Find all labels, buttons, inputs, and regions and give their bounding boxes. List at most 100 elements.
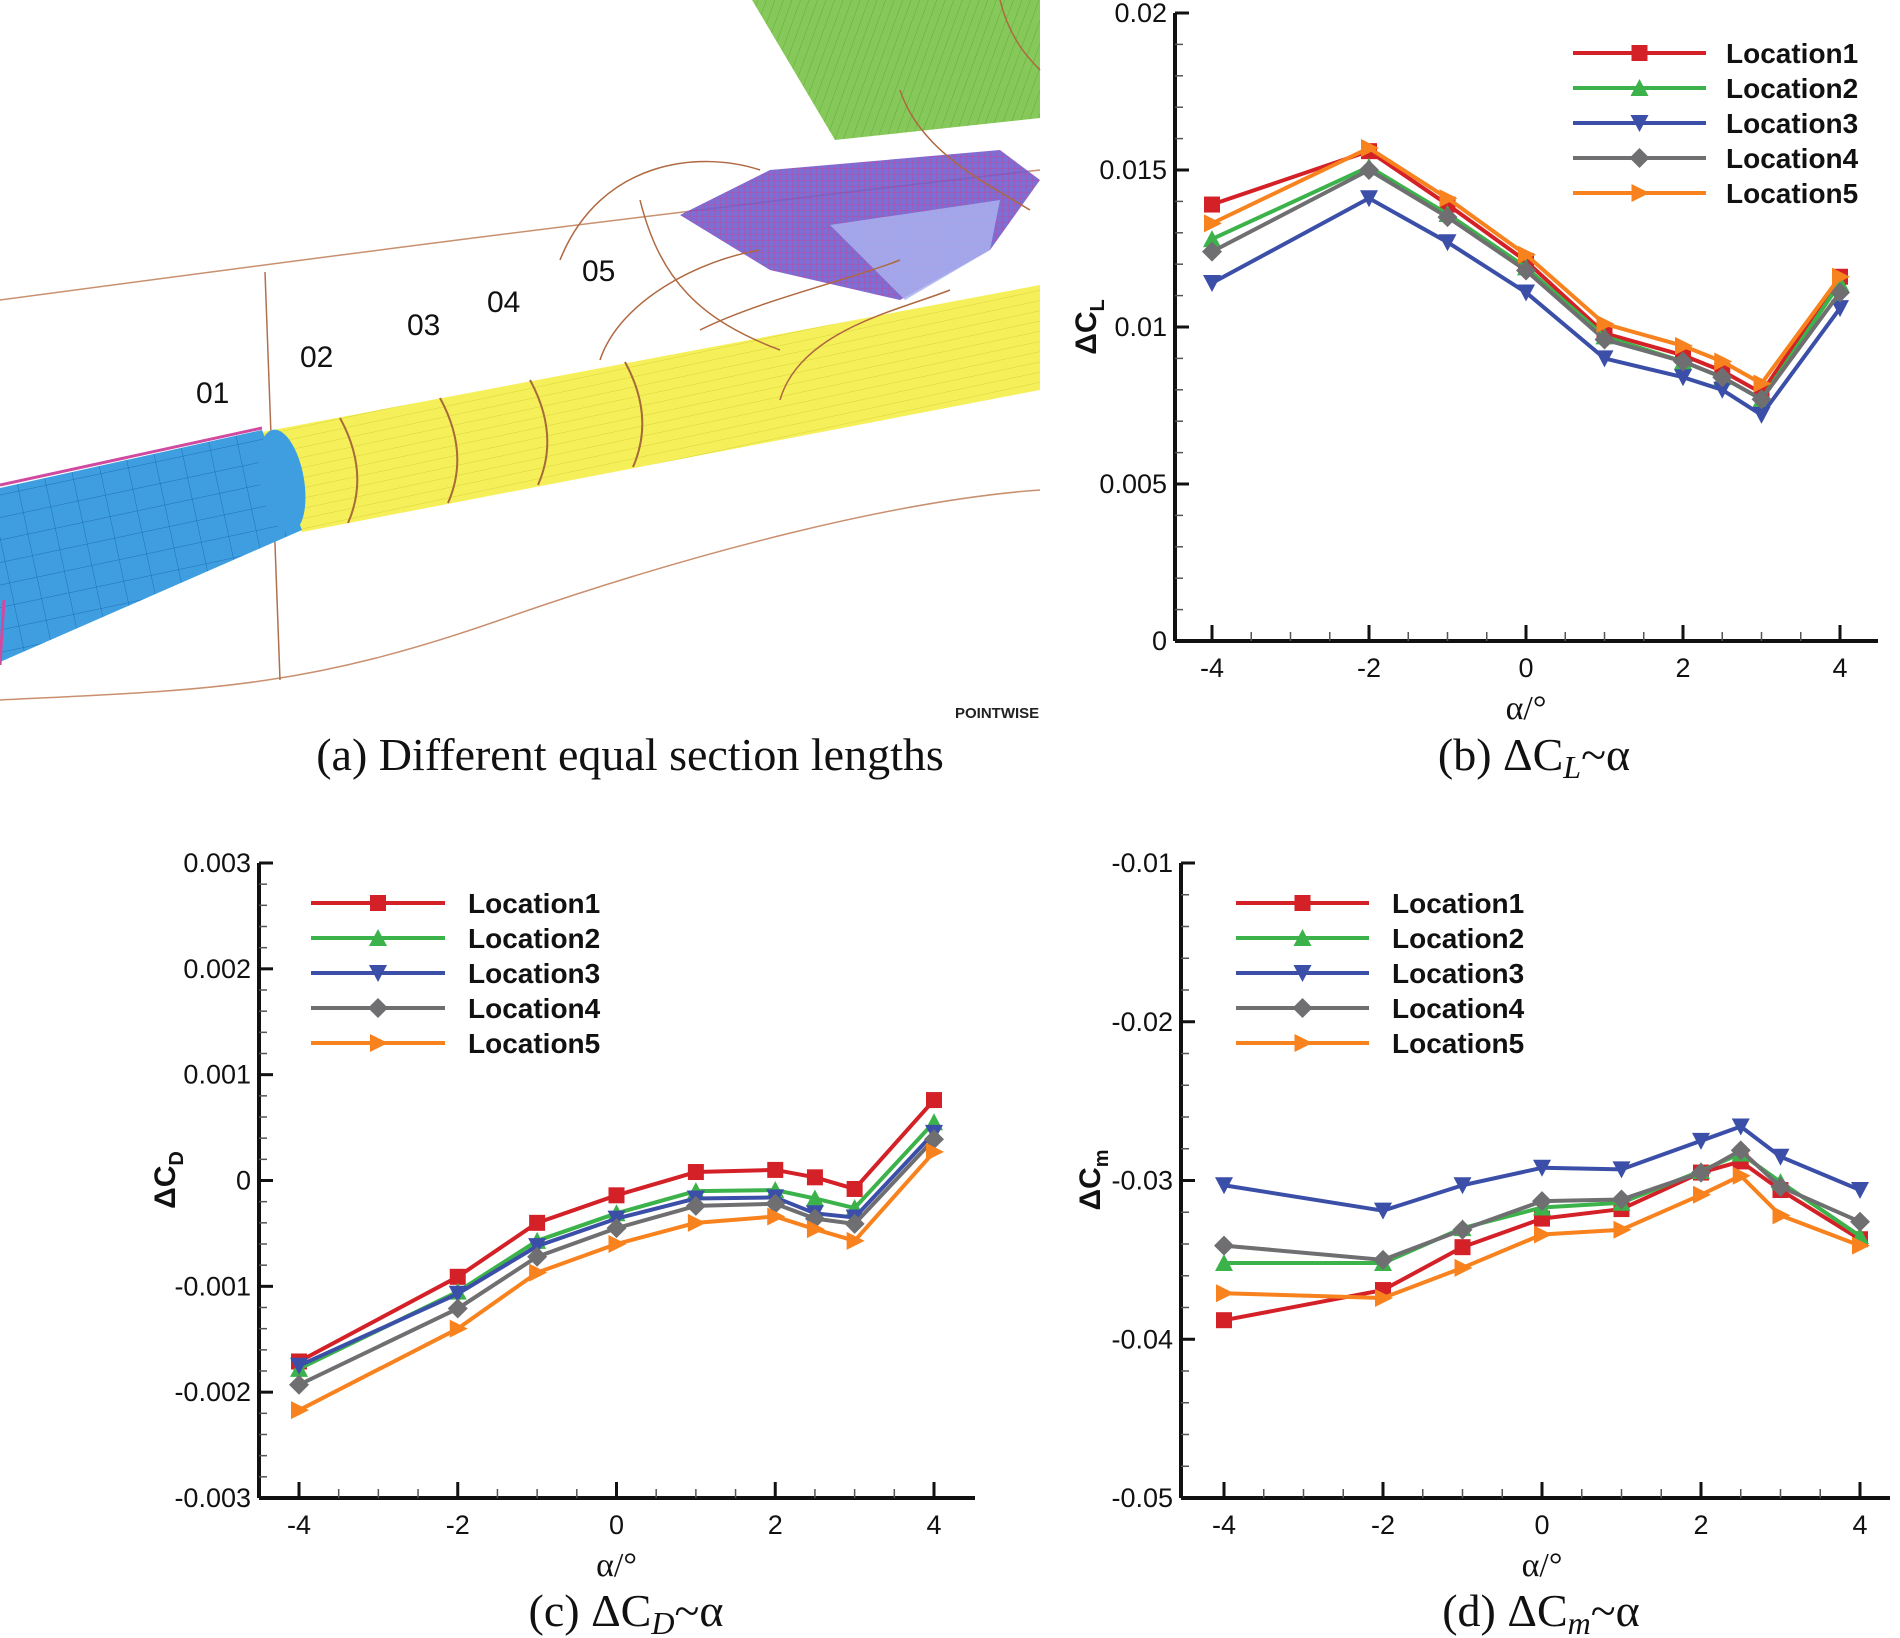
wire-frame xyxy=(559,0,1041,401)
data-point xyxy=(1518,245,1536,264)
data-point xyxy=(767,1161,784,1178)
legend-marker xyxy=(369,929,387,946)
data-point xyxy=(1851,1182,1869,1200)
series-location1 xyxy=(291,1092,942,1370)
legend-label: Location1 xyxy=(1726,38,1858,69)
data-point xyxy=(448,1285,467,1303)
data-point xyxy=(1374,1202,1392,1220)
data-point xyxy=(1771,1148,1790,1166)
data-point xyxy=(1752,406,1771,424)
light-mesh-surface xyxy=(830,200,1000,300)
x-tick-label: -4 xyxy=(287,1510,311,1540)
data-point xyxy=(1691,1162,1711,1183)
legend-marker xyxy=(1631,184,1650,202)
series-location4 xyxy=(289,1129,944,1395)
data-point xyxy=(1359,160,1379,180)
data-point xyxy=(846,1180,863,1197)
data-point xyxy=(1595,350,1614,368)
legend-label: Location3 xyxy=(468,958,600,989)
legend-label: Location2 xyxy=(1726,73,1858,104)
y-tick-label: -0.002 xyxy=(174,1377,251,1407)
caption-text: (c) ΔC xyxy=(529,1585,652,1636)
data-point xyxy=(1454,1239,1471,1256)
y-axis-label-subscript: D xyxy=(166,1151,188,1165)
data-point xyxy=(449,1268,466,1285)
y-tick-label: -0.05 xyxy=(1111,1483,1173,1513)
data-point xyxy=(1452,1219,1473,1240)
data-point xyxy=(289,1374,309,1395)
legend-label: Location1 xyxy=(1392,888,1524,919)
caption-text: (d) ΔC xyxy=(1442,1585,1567,1636)
legend-marker xyxy=(1630,115,1649,132)
data-point xyxy=(1203,230,1221,248)
data-point xyxy=(1753,374,1772,393)
legend-label: Location5 xyxy=(1392,1028,1524,1059)
data-point xyxy=(806,1220,825,1239)
data-point xyxy=(449,1319,468,1338)
y-tick-label: -0.01 xyxy=(1111,848,1173,878)
data-point xyxy=(1594,329,1615,350)
chart-d: -0.05 -0.04 -0.03 -0.02 -0.01 -4 -2 0 2 4 α/° ΔCm Lo… xyxy=(1074,848,1890,1638)
y-tick-label: 0.02 xyxy=(1114,0,1167,28)
data-point xyxy=(529,1214,546,1231)
data-point xyxy=(1361,139,1379,158)
data-point xyxy=(1215,1254,1233,1272)
legend-marker xyxy=(1293,965,1312,982)
data-point xyxy=(528,1238,547,1256)
x-tick-label: -4 xyxy=(1212,1510,1236,1540)
data-point xyxy=(291,1401,309,1420)
caption-tail: ~α xyxy=(1581,729,1630,780)
legend-marker xyxy=(368,998,388,1018)
x-axis-label: α/° xyxy=(1522,1547,1563,1584)
legend-marker xyxy=(370,1034,388,1052)
caption-subscript: D xyxy=(650,1605,674,1638)
x-tick-label: 2 xyxy=(768,1510,783,1540)
caption-text: (b) ΔC xyxy=(1438,729,1563,780)
y-tick-label: 0.01 xyxy=(1114,312,1167,342)
data-point xyxy=(1439,189,1458,208)
data-point xyxy=(1612,1161,1631,1179)
data-point xyxy=(1516,260,1536,281)
data-point xyxy=(1204,214,1222,233)
data-point xyxy=(765,1193,786,1214)
section-ring xyxy=(339,361,644,524)
section-label-02: 02 xyxy=(300,341,333,374)
data-point xyxy=(1772,1206,1791,1225)
data-point xyxy=(608,1235,627,1253)
data-point xyxy=(1730,1140,1751,1161)
data-point xyxy=(1216,1312,1232,1329)
caption-c: (c) ΔCD~α xyxy=(529,1585,724,1638)
data-point xyxy=(1596,314,1615,333)
caption-a: (a) Different equal section lengths xyxy=(316,729,944,780)
legend-label: Location4 xyxy=(1392,993,1525,1024)
data-point xyxy=(767,1207,786,1226)
mesh-illustration: 01 02 03 04 05 POINTWISE xyxy=(0,0,1041,722)
caption-subscript: L xyxy=(1562,749,1581,785)
data-point xyxy=(447,1298,468,1319)
data-point xyxy=(1712,367,1733,388)
data-point xyxy=(1732,1166,1751,1185)
data-point xyxy=(924,1129,944,1150)
data-point xyxy=(1674,369,1692,387)
legend-label: Location1 xyxy=(468,888,600,919)
data-point xyxy=(806,1169,823,1186)
legend-marker xyxy=(1292,998,1313,1018)
caption-b: (b) ΔCL~α xyxy=(1438,729,1630,785)
x-tick-label: 4 xyxy=(926,1510,941,1540)
x-tick-label: 2 xyxy=(1693,1510,1708,1540)
series-location5 xyxy=(1216,1166,1870,1307)
data-point xyxy=(1438,234,1457,252)
data-point xyxy=(1534,1225,1552,1244)
data-point xyxy=(1731,1118,1750,1136)
data-point xyxy=(1714,352,1733,371)
series-line xyxy=(298,1131,936,1368)
data-point xyxy=(1850,1211,1870,1232)
y-tick-label: 0.003 xyxy=(183,848,251,878)
data-point xyxy=(687,1164,704,1181)
data-point xyxy=(846,1231,865,1250)
legend-marker xyxy=(1294,1034,1313,1052)
blue-fuselage xyxy=(0,430,302,662)
data-point xyxy=(844,1213,865,1234)
caption-subscript: m xyxy=(1568,1605,1591,1638)
